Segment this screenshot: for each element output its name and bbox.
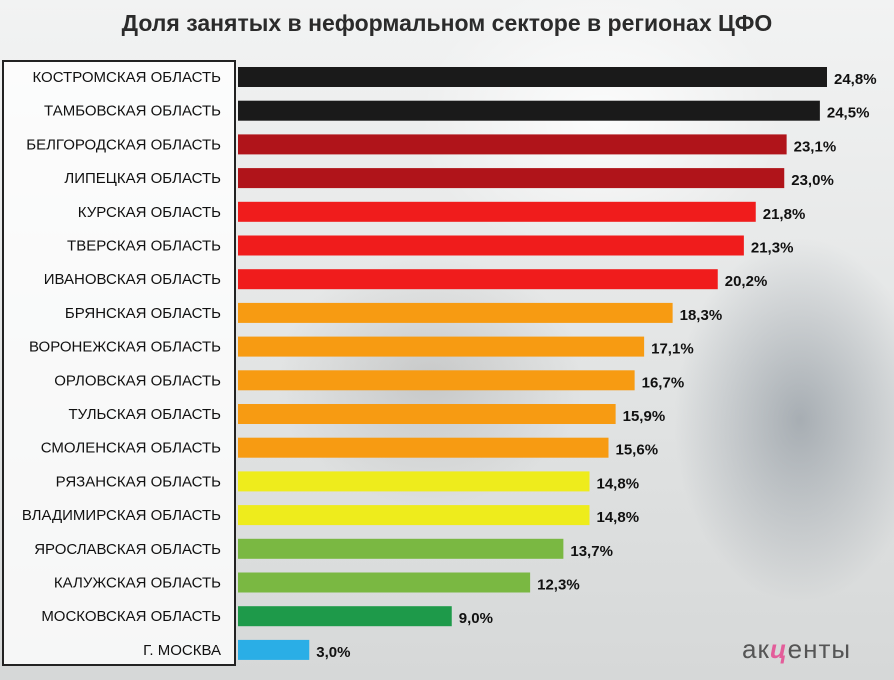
category-label-5: КУРСКАЯ ОБЛАСТЬ	[78, 204, 221, 221]
bar-1	[238, 67, 827, 87]
bar-15	[238, 538, 564, 559]
value-label-9: 17,1%	[651, 341, 694, 358]
value-label-5: 21,8%	[763, 206, 806, 223]
category-label-3: БЕЛГОРОДСКАЯ ОБЛАСТЬ	[26, 136, 221, 153]
value-label-13: 14,8%	[597, 475, 640, 492]
category-label-1: КОСТРОМСКАЯ ОБЛАСТЬ	[32, 69, 221, 86]
value-label-11: 15,9%	[623, 408, 666, 425]
brand-logo: акценты	[742, 634, 851, 665]
category-label-12: СМОЛЕНСКАЯ ОБЛАСТЬ	[41, 440, 221, 457]
category-label-9: ВОРОНЕЖСКАЯ ОБЛАСТЬ	[29, 339, 221, 356]
bar-17	[238, 606, 452, 627]
value-label-14: 14,8%	[597, 509, 640, 526]
value-label-2: 24,5%	[827, 105, 870, 122]
bar-4	[238, 168, 785, 189]
category-label-6: ТВЕРСКАЯ ОБЛАСТЬ	[67, 238, 221, 255]
value-label-6: 21,3%	[751, 240, 794, 257]
value-label-7: 20,2%	[725, 273, 768, 290]
bar-13	[238, 471, 590, 492]
bar-11	[238, 404, 616, 424]
brand-text-left: ак	[742, 634, 770, 664]
bar-14	[238, 505, 590, 526]
bar-3	[238, 134, 787, 155]
chart-title: Доля занятых в неформальном секторе в ре…	[121, 10, 773, 36]
bar-16	[238, 572, 531, 593]
category-label-17: МОСКОВСКАЯ ОБЛАСТЬ	[41, 608, 221, 625]
bar-5	[238, 201, 756, 222]
value-label-18: 3,0%	[316, 644, 350, 661]
category-label-18: Г. МОСКВА	[143, 642, 221, 659]
value-label-8: 18,3%	[680, 307, 723, 324]
bar-7	[238, 269, 718, 290]
value-label-10: 16,7%	[642, 374, 685, 391]
category-label-13: РЯЗАНСКАЯ ОБЛАСТЬ	[56, 473, 222, 490]
value-label-15: 13,7%	[570, 543, 613, 560]
bar-18	[238, 639, 310, 660]
value-label-17: 9,0%	[459, 610, 493, 627]
bar-9	[238, 336, 645, 357]
category-label-panel	[2, 60, 236, 666]
bar-12	[238, 437, 609, 458]
brand-text-middle: ц	[769, 634, 788, 664]
category-label-2: ТАМБОВСКАЯ ОБЛАСТЬ	[44, 103, 221, 120]
value-label-4: 23,0%	[791, 172, 834, 189]
category-label-7: ИВАНОВСКАЯ ОБЛАСТЬ	[44, 271, 221, 288]
category-label-8: БРЯНСКАЯ ОБЛАСТЬ	[65, 305, 221, 322]
category-label-16: КАЛУЖСКАЯ ОБЛАСТЬ	[54, 575, 221, 592]
category-label-14: ВЛАДИМИРСКАЯ ОБЛАСТЬ	[22, 507, 221, 524]
value-label-3: 23,1%	[794, 138, 837, 155]
brand-text-right: енты	[787, 634, 852, 664]
bar-8	[238, 302, 673, 323]
bar-2	[238, 100, 820, 121]
category-label-4: ЛИПЕЦКАЯ ОБЛАСТЬ	[64, 170, 221, 187]
value-label-12: 15,6%	[616, 442, 659, 459]
category-label-10: ОРЛОВСКАЯ ОБЛАСТЬ	[54, 372, 221, 389]
bar-6	[238, 235, 744, 256]
category-label-11: ТУЛЬСКАЯ ОБЛАСТЬ	[69, 406, 222, 423]
bar-10	[238, 370, 635, 391]
value-label-16: 12,3%	[537, 577, 580, 594]
category-label-15: ЯРОСЛАВСКАЯ ОБЛАСТЬ	[34, 541, 221, 558]
value-label-1: 24,8%	[834, 71, 877, 88]
